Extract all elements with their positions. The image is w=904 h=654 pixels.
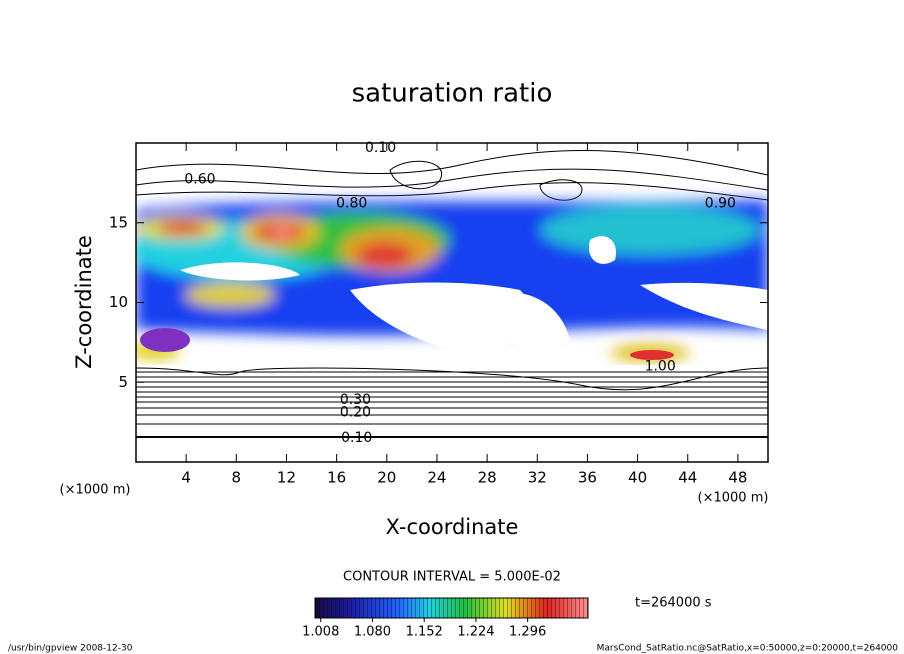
x-tick-label: 28 [478,469,497,487]
x-tick-label: 8 [232,469,242,487]
footer-left: /usr/bin/gpview 2008-12-30 [8,644,133,654]
y-axis-label: Z-coordinate [72,235,96,369]
colorbar-tick-label: 1.296 [509,625,546,640]
x-tick-label: 12 [277,469,296,487]
x-tick-label: 48 [728,469,747,487]
x-tick-label: 36 [578,469,597,487]
x-tick-label: 4 [181,469,191,487]
x-tick-label: 20 [377,469,396,487]
x-tick-label: 44 [678,469,697,487]
y-tick-label: 15 [109,213,128,231]
colorbar-tick-label: 1.224 [457,625,494,640]
contour-label: 0.10 [341,430,372,446]
x-unit-label: (×1000 m) [698,491,769,506]
contour-label: 0.30 [340,392,371,408]
x-tick-label: 24 [427,469,446,487]
colorbar-tick-label: 1.080 [354,625,391,640]
contour-label: 0.10 [365,140,396,156]
x-tick-label: 32 [528,469,547,487]
contour-label: 0.90 [705,196,736,212]
colorbar-tick-label: 1.008 [302,625,339,640]
time-label: t=264000 s [635,596,712,611]
contour-label: 0.60 [184,172,215,188]
contour-label: 0.20 [340,405,371,421]
x-tick-label: 40 [628,469,647,487]
y-unit-label: (×1000 m) [60,483,131,498]
y-tick-label: 10 [109,293,128,311]
colorbar-tick-label: 1.152 [406,625,443,640]
contour-label: 1.00 [645,358,676,374]
y-tick-label: 5 [118,373,128,391]
colorbar-frame [314,597,589,619]
x-tick-label: 16 [327,469,346,487]
chart-title: saturation ratio [352,79,553,109]
footer-right: MarsCond_SatRatio.nc@SatRatio,x=0:50000,… [597,644,899,654]
contour-label: 0.80 [336,196,367,212]
contour-interval: CONTOUR INTERVAL = 5.000E-02 [343,570,561,585]
field [136,150,768,462]
x-axis-label: X-coordinate [386,515,519,539]
